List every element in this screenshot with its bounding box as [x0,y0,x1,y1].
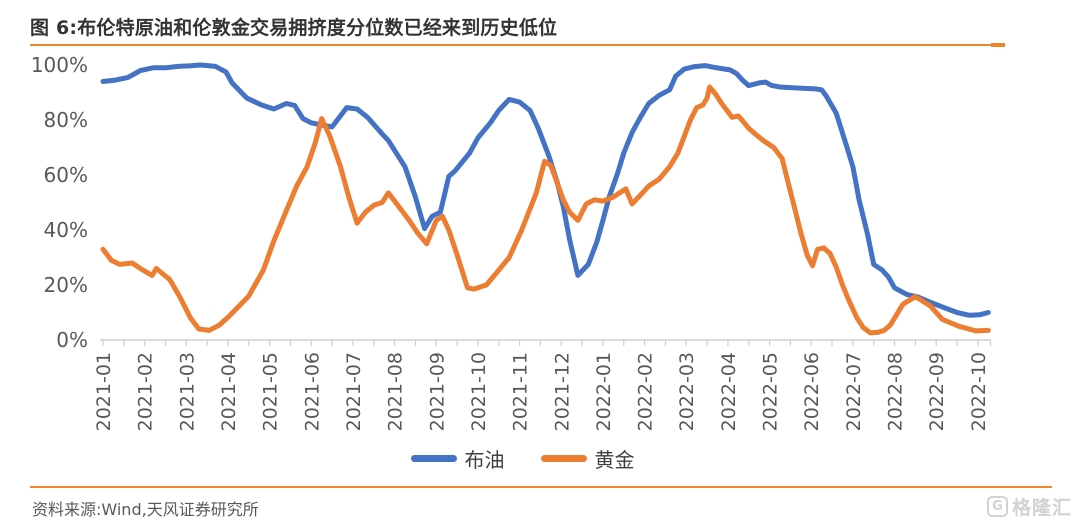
x-tick-label: 2022-02 [635,352,657,431]
y-tick-label: 60% [44,163,88,187]
title-divider [30,43,1005,47]
x-tick-label: 2021-12 [551,352,573,431]
gelonghui-icon: G [986,496,1008,517]
y-tick-label: 0% [56,328,88,352]
x-tick-label: 2022-09 [926,352,948,431]
gelonghui-logo: G 格隆汇 [986,493,1072,520]
x-tick-label: 2022-03 [676,352,698,431]
gold-legend-label: 黄金 [594,448,635,472]
x-tick-label: 2021-08 [385,352,407,431]
x-tick-label: 2021-03 [176,352,198,431]
x-tick-label: 2021-02 [135,352,157,431]
brent-line-swatch [410,455,457,462]
y-tick-label: 40% [44,218,88,242]
y-tick-label: 80% [44,108,88,132]
plot-area: 100% 80% 60% 40% 20% 0%2021-01 2021-02 2021-03 2… [31,53,992,431]
gelonghui-logo-text: 格隆汇 [1011,497,1072,519]
x-tick-label: 2021-05 [260,352,282,431]
y-tick-label: 100% [31,53,88,77]
x-tick-label: 2022-07 [843,352,865,431]
x-tick-label: 2022-05 [760,352,782,431]
x-tick-label: 2021-11 [510,352,532,431]
title-divider-cap [991,43,1005,47]
x-tick-label: 2022-04 [718,352,740,431]
x-tick-label: 2021-06 [301,352,323,431]
x-tick-label: 2021-04 [218,352,240,431]
x-tick-label: 2021-09 [426,352,448,431]
legend-item-brent: 布油 [410,444,505,473]
legend-item-gold: 黄金 [540,444,635,473]
chart-legend: 布油 黄金 [0,444,1045,473]
x-tick-label: 2022-01 [593,352,615,431]
x-tick-label: 2021-07 [343,352,365,431]
x-tick-label: 2022-06 [801,352,823,431]
x-tick-label: 2021-10 [468,352,490,431]
brent-oil-line [100,62,991,318]
x-tick-label: 2021-01 [93,352,115,431]
y-tick-label: 20% [44,273,88,297]
figure-title: 图 6:布伦特原油和伦敦金交易拥挤度分位数已经来到历史低位 [30,17,558,39]
footer-divider [30,486,1052,488]
brent-legend-label: 布油 [464,448,505,472]
x-tick-label: 2022-08 [885,352,907,431]
source-note: 资料来源:Wind,天风证券研究所 [32,500,259,519]
x-tick-label: 2022-10 [968,352,990,431]
gold-line-swatch [540,455,587,462]
gold-line [100,84,991,336]
